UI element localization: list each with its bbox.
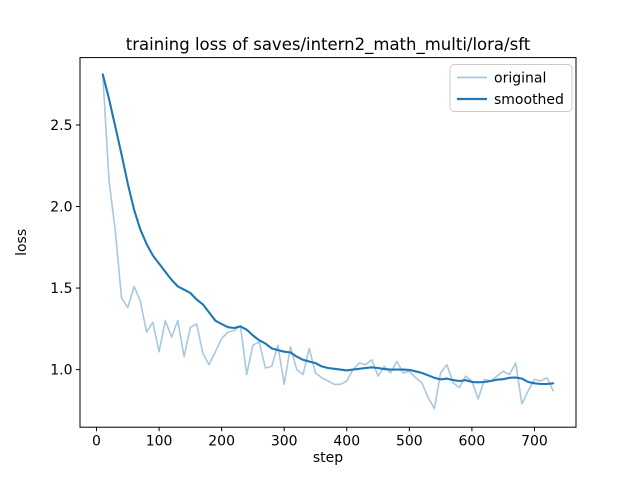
y-axis-label: loss	[14, 229, 30, 256]
x-tick-label: 500	[396, 434, 423, 450]
x-tick-label: 200	[208, 434, 235, 450]
plot-lines	[101, 73, 555, 410]
smoothed-line	[101, 73, 555, 386]
plot-area	[79, 57, 577, 428]
x-tick-label: 700	[521, 434, 548, 450]
y-tick-label: 2.0	[50, 199, 72, 215]
x-tick-label: 100	[146, 434, 173, 450]
x-tick-label: 0	[92, 434, 101, 450]
x-tick-label: 300	[271, 434, 298, 450]
x-tick-label: 400	[333, 434, 360, 450]
y-tick-label: 2.5	[50, 118, 72, 134]
legend-box: original smoothed	[449, 64, 573, 112]
y-tick-label: 1.0	[50, 362, 72, 378]
legend-label-original: original	[494, 71, 546, 87]
original-line	[102, 73, 555, 410]
x-axis-label: step	[313, 450, 343, 466]
x-tick-label: 600	[459, 434, 486, 450]
chart-title: training loss of saves/intern2_math_mult…	[126, 35, 531, 55]
y-tick-label: 1.5	[50, 281, 72, 297]
y-axis-ticks: 1.0 1.5 2.0 2.5	[50, 118, 80, 378]
legend-label-smoothed: smoothed	[494, 92, 564, 108]
x-axis-ticks: 0 100 200 300 400 500 600 700	[92, 427, 548, 450]
